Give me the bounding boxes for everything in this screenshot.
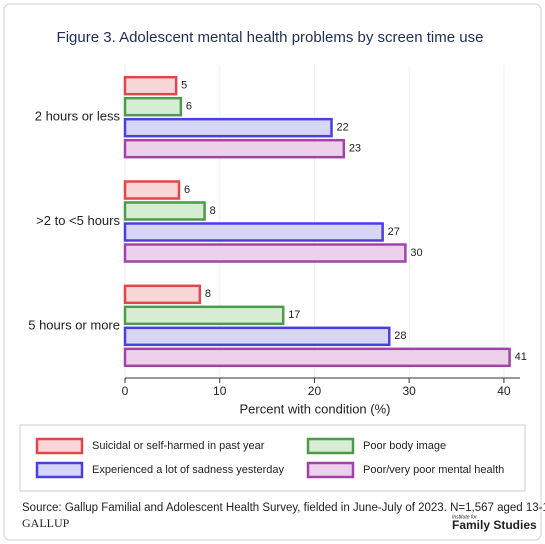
value-label: 30: [410, 247, 422, 259]
bar: [123, 326, 391, 347]
value-label: 27: [388, 226, 400, 238]
legend-box: [19, 424, 526, 492]
bar: [123, 222, 384, 242]
y-tick-label: >2 to <5 hours: [36, 213, 120, 228]
value-label: 23: [349, 143, 361, 155]
legend-swatch: [306, 437, 355, 455]
x-tick-label: 10: [213, 384, 227, 398]
bar: [123, 243, 407, 263]
value-label: 6: [186, 101, 192, 113]
value-label: 5: [181, 80, 187, 92]
legend-swatch: [306, 461, 355, 479]
value-label: 6: [184, 184, 190, 196]
value-label: 8: [205, 288, 211, 300]
logo-right: Family Studies: [452, 518, 537, 532]
x-tick-label: 20: [308, 384, 322, 398]
x-tick-label: 0: [122, 384, 129, 398]
bar: [123, 284, 202, 305]
bar: [123, 305, 285, 326]
logo-right-small: Institute for: [452, 514, 477, 520]
value-label: 17: [288, 309, 300, 321]
bar: [123, 117, 333, 138]
legend-label: Experienced a lot of sadness yesterday: [92, 464, 285, 476]
source: Source: Gallup Familial and Adolescent H…: [22, 502, 545, 514]
chart-title: Figure 3. Adolescent mental health probl…: [57, 29, 484, 46]
x-tick-label: 30: [402, 384, 416, 398]
y-tick-label: 5 hours or more: [28, 317, 120, 332]
logo-left: GALLUP: [22, 516, 70, 530]
value-label: 41: [515, 351, 527, 363]
bar: [123, 96, 183, 117]
legend-label: Poor/very poor mental health: [363, 464, 504, 476]
bar: [123, 180, 181, 200]
legend-label: Poor body image: [363, 440, 446, 452]
bar: [123, 75, 178, 96]
value-label: 22: [336, 122, 348, 134]
legend-swatch: [35, 437, 84, 455]
value-label: 8: [210, 205, 216, 217]
legend-label: Suicidal or self-harmed in past year: [92, 440, 265, 452]
x-axis-label: Percent with condition (%): [239, 401, 390, 416]
frame: [3, 3, 542, 541]
bar: [123, 347, 511, 368]
value-label: 28: [394, 330, 406, 342]
bar: [123, 201, 206, 221]
x-tick-label: 40: [497, 384, 511, 398]
bar: [123, 138, 346, 159]
y-tick-label: 2 hours or less: [35, 109, 121, 124]
legend-swatch: [35, 461, 84, 479]
